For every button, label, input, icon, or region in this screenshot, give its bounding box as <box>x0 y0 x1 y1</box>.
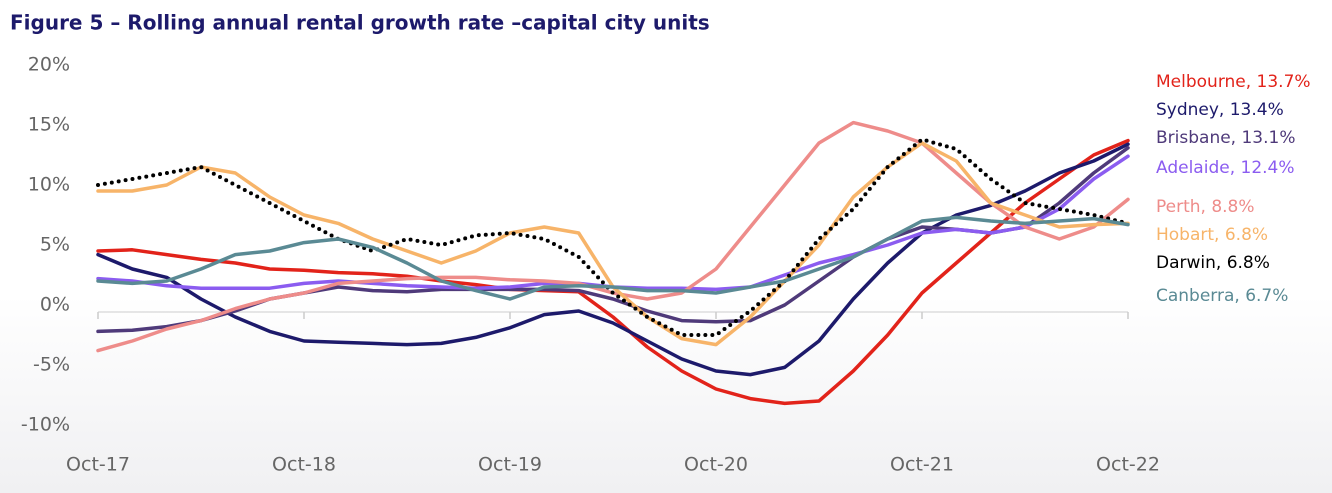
x-tick-label: Oct-17 <box>66 454 130 476</box>
chart-title: Figure 5 – Rolling annual rental growth … <box>10 11 710 35</box>
x-tick-label: Oct-21 <box>890 454 954 476</box>
series-line <box>96 138 1130 406</box>
y-tick-label: 15% <box>28 114 70 136</box>
legend-label: Brisbane, 13.1% <box>1156 128 1296 148</box>
x-tick-label: Oct-19 <box>478 454 542 476</box>
y-tick-label: 0% <box>40 294 70 316</box>
y-tick-label: 5% <box>40 234 70 256</box>
y-tick-label: -10% <box>21 414 70 436</box>
legend-label: Adelaide, 12.4% <box>1156 158 1295 178</box>
x-tick-label: Oct-20 <box>684 454 748 476</box>
y-tick-label: -5% <box>33 354 70 376</box>
x-tick-label: Oct-22 <box>1096 454 1160 476</box>
legend-label: Perth, 8.8% <box>1156 197 1255 217</box>
series-line <box>96 215 1130 301</box>
legend-label: Darwin, 6.8% <box>1156 253 1270 273</box>
series-line <box>96 137 1130 337</box>
legend-label: Sydney, 13.4% <box>1156 100 1284 120</box>
legend-label: Melbourne, 13.7% <box>1156 72 1311 92</box>
legend-label: Canberra, 6.7% <box>1156 286 1288 306</box>
y-tick-label: 20% <box>28 54 70 76</box>
x-tick-label: Oct-18 <box>272 454 336 476</box>
series-line <box>96 142 1130 377</box>
legend-label: Hobart, 6.8% <box>1156 225 1268 245</box>
y-tick-label: 10% <box>28 174 70 196</box>
